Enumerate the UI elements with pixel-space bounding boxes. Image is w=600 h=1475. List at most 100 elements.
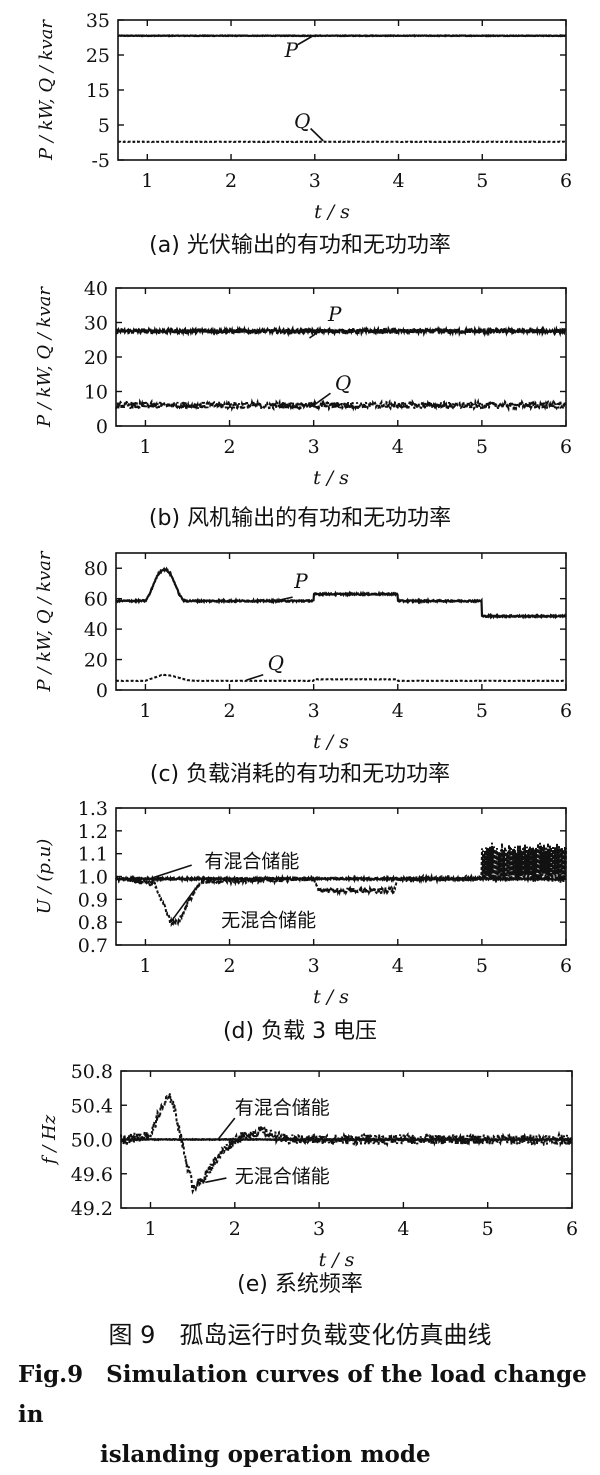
y-axis-label: U / (p.u) [34, 839, 55, 915]
y-tick-label: 40 [84, 619, 108, 641]
annotation-leader [311, 129, 324, 141]
x-tick-label: 4 [392, 700, 404, 722]
x-tick-label: 6 [560, 170, 572, 192]
x-tick-label: 1 [139, 700, 151, 722]
y-tick-label: 1.2 [78, 821, 108, 843]
x-tick-label: 4 [392, 170, 404, 192]
x-tick-label: 1 [144, 1218, 156, 1240]
x-tick-label: 3 [308, 700, 320, 722]
panel-d-caption: (d) 负载 3 电压 [0, 1013, 600, 1045]
panel-d-label: (d) [223, 1019, 254, 1044]
x-axis-label: t / s [314, 201, 350, 223]
series-label: Q [268, 651, 284, 675]
x-tick-label: 3 [308, 436, 320, 458]
panel-a-label: (a) [149, 233, 180, 258]
y-tick-label: 10 [84, 382, 108, 404]
x-tick-label: 1 [139, 436, 151, 458]
y-tick-label: 80 [84, 558, 108, 580]
x-tick-label: 5 [476, 955, 488, 977]
annotation-leader [171, 888, 196, 922]
y-tick-label: 1.3 [78, 798, 108, 820]
series-line-secondary [116, 402, 566, 409]
y-tick-label: 50.0 [71, 1130, 113, 1152]
y-tick-label: 50.4 [71, 1095, 113, 1117]
y-tick-label: 49.6 [71, 1164, 113, 1186]
y-tick-label: 40 [84, 278, 108, 300]
series-line-primary [116, 569, 566, 617]
x-axis-label: t / s [313, 731, 349, 753]
x-tick-label: 2 [224, 955, 236, 977]
x-tick-label: 2 [224, 700, 236, 722]
x-tick-label: 6 [560, 955, 572, 977]
x-axis-label: t / s [313, 986, 349, 1008]
series-label: 无混合储能 [235, 1165, 330, 1187]
y-tick-label: 20 [84, 347, 108, 369]
x-tick-label: 5 [476, 170, 488, 192]
series-label: P [293, 569, 308, 593]
x-tick-label: 5 [476, 436, 488, 458]
y-tick-label: 60 [84, 589, 108, 611]
x-tick-label: 6 [560, 436, 572, 458]
series-label: P [327, 302, 342, 326]
figure-title-en-line2: islanding operation mode [18, 1435, 588, 1475]
y-tick-label: -5 [91, 150, 110, 172]
series-line-primary [116, 329, 566, 333]
y-tick-label: 30 [84, 313, 108, 335]
series-label: Q [335, 371, 351, 395]
y-axis-label: P / kW, Q / kvar [36, 19, 57, 161]
figure-title-en-line1: Fig.9 Simulation curves of the load chan… [18, 1361, 587, 1428]
y-tick-label: 50.8 [71, 1061, 113, 1083]
x-axis-label: t / s [313, 467, 349, 489]
y-tick-label: 0.9 [78, 889, 108, 911]
panel-e-caption: (e) 系统频率 [0, 1266, 600, 1298]
y-axis-label: P / kW, Q / kvar [34, 286, 55, 428]
x-tick-label: 4 [392, 955, 404, 977]
x-tick-label: 2 [225, 170, 237, 192]
annotation-leader [246, 675, 263, 680]
series-label: Q [294, 109, 310, 133]
x-tick-label: 4 [392, 436, 404, 458]
panel-b-label: (b) [149, 506, 180, 531]
panel-b-caption: (b) 风机输出的有功和无功功率 [0, 500, 600, 532]
y-tick-label: 1.1 [78, 844, 108, 866]
y-tick-label: 49.2 [71, 1198, 113, 1220]
series-label: 无混合储能 [221, 910, 316, 932]
annotation-leader [218, 1118, 235, 1139]
x-tick-label: 1 [141, 170, 153, 192]
y-tick-label: 5 [98, 115, 110, 137]
y-tick-label: 0 [96, 680, 108, 702]
y-tick-label: 1.0 [78, 867, 108, 889]
annotation-leader [205, 1178, 226, 1182]
y-tick-label: 35 [86, 10, 110, 32]
series-line-primary [118, 36, 566, 37]
y-tick-label: 25 [86, 45, 110, 67]
panel-a-caption: (a) 光伏输出的有功和无功功率 [0, 227, 600, 259]
plot-frame [116, 553, 566, 690]
figure-title-zh: 图 9 孤岛运行时负载变化仿真曲线 [0, 1315, 600, 1350]
figure-title-en: Fig.9 Simulation curves of the load chan… [18, 1355, 588, 1475]
y-tick-label: 20 [84, 650, 108, 672]
x-tick-label: 3 [308, 955, 320, 977]
y-axis-label: P / kW, Q / kvar [34, 550, 55, 692]
series-line-secondary [116, 843, 566, 925]
y-tick-label: 0.8 [78, 912, 108, 934]
y-tick-label: 0.7 [78, 935, 108, 957]
x-tick-label: 5 [482, 1218, 494, 1240]
series-label: 有混合储能 [235, 1097, 330, 1119]
x-tick-label: 1 [139, 955, 151, 977]
x-tick-label: 6 [560, 700, 572, 722]
y-axis-label: f / Hz [39, 1114, 60, 1166]
panel-c-caption: (c) 负载消耗的有功和无功功率 [0, 756, 600, 788]
x-tick-label: 6 [566, 1218, 578, 1240]
series-line-secondary [116, 675, 566, 681]
x-tick-label: 5 [476, 700, 488, 722]
x-tick-label: 2 [224, 436, 236, 458]
series-label: P [284, 38, 299, 62]
panel-c-label: (c) [150, 762, 179, 787]
plot-frame [118, 20, 566, 160]
